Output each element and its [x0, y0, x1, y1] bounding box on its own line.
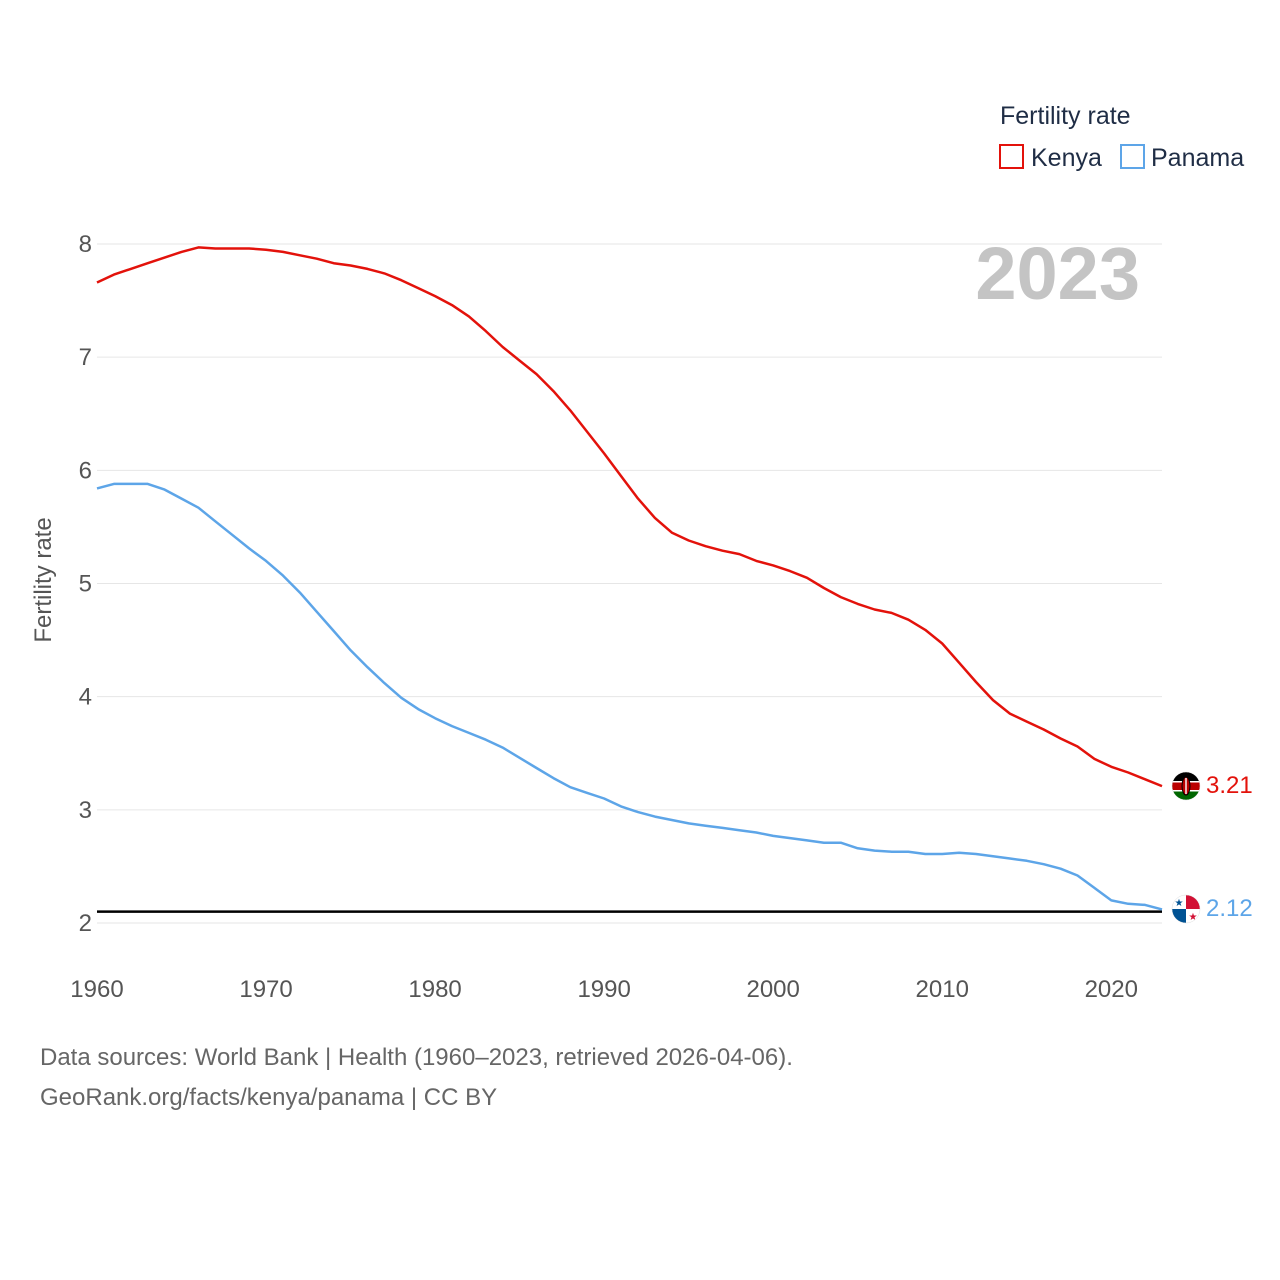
svg-text:★: ★	[1175, 898, 1184, 909]
y-axis-label: Fertility rate	[30, 517, 57, 642]
y-tick-8: 8	[79, 231, 92, 258]
x-tick-2020: 2020	[1085, 976, 1138, 1003]
legend-item-panama[interactable]: Panama	[1120, 144, 1244, 172]
y-tick-6: 6	[79, 457, 92, 484]
end-label-panama: 2.12	[1206, 895, 1253, 922]
year-overlay: 2023	[975, 232, 1140, 315]
legend-item-kenya[interactable]: Kenya	[999, 144, 1102, 172]
legend-label-kenya: Kenya	[1031, 144, 1102, 172]
y-tick-2: 2	[79, 910, 92, 937]
legend-swatch-kenya	[999, 144, 1024, 169]
series-lines	[96, 246, 1163, 911]
footer-sources: Data sources: World Bank | Health (1960–…	[40, 1044, 793, 1071]
x-tick-1970: 1970	[239, 976, 292, 1003]
y-tick-3: 3	[79, 797, 92, 824]
end-label-kenya: 3.21	[1206, 772, 1253, 799]
svg-text:★: ★	[1189, 912, 1198, 923]
y-tick-5: 5	[79, 571, 92, 598]
legend-title: Fertility rate	[1000, 102, 1131, 130]
x-tick-1980: 1980	[408, 976, 461, 1003]
legend-label-panama: Panama	[1151, 144, 1244, 172]
y-axis-ticks: 2 3 4 5 6 7 8	[79, 231, 92, 937]
legend: Fertility rate Kenya Panama	[999, 102, 1244, 172]
y-tick-4: 4	[79, 684, 92, 711]
x-tick-2010: 2010	[916, 976, 969, 1003]
y-tick-7: 7	[79, 344, 92, 371]
x-tick-1960: 1960	[70, 976, 123, 1003]
legend-swatch-panama	[1120, 144, 1145, 169]
x-axis-ticks: 1960 1970 1980 1990 2000 2010 2020	[70, 976, 1138, 1003]
footer-attribution[interactable]: GeoRank.org/facts/kenya/panama | CC BY	[40, 1084, 498, 1111]
kenya-flag-icon	[1172, 772, 1200, 800]
x-tick-2000: 2000	[746, 976, 799, 1003]
x-tick-1990: 1990	[577, 976, 630, 1003]
y-gridlines	[97, 243, 1162, 924]
series-line-kenya[interactable]	[96, 246, 1163, 788]
series-line-panama[interactable]	[96, 482, 1163, 911]
